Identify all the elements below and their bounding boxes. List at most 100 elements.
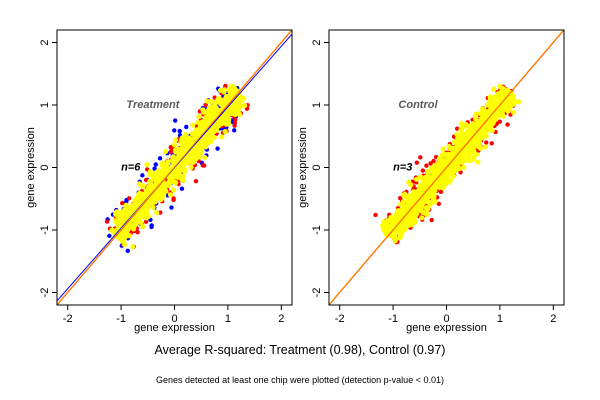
data-point-yellow (388, 214, 394, 220)
data-point-yellow (405, 222, 411, 229)
data-point-yellow (146, 187, 152, 193)
data-point-yellow (484, 127, 490, 134)
data-point-yellow (206, 111, 212, 117)
data-point-red (126, 196, 132, 201)
data-point-yellow (221, 87, 228, 93)
data-point-yellow (237, 111, 243, 118)
data-point-yellow (424, 211, 430, 218)
data-point-yellow (170, 154, 176, 160)
data-point-yellow (400, 205, 406, 212)
y-tick-label: 0 (311, 164, 323, 170)
data-point-red (414, 160, 420, 165)
data-point-yellow (393, 211, 399, 217)
data-point-yellow (419, 215, 425, 221)
data-point-yellow (134, 218, 140, 224)
data-point-yellow (144, 161, 150, 168)
x-tick-label: 1 (225, 313, 231, 325)
data-point-yellow (408, 182, 414, 188)
data-point-yellow (222, 129, 228, 135)
data-point-yellow (449, 172, 455, 178)
data-point-yellow (510, 109, 516, 115)
data-point-yellow (418, 174, 424, 180)
data-point-yellow (204, 98, 210, 104)
x-tick-label: -2 (335, 313, 345, 325)
data-point-yellow (440, 146, 446, 152)
data-point-red (143, 177, 149, 183)
data-point-yellow (467, 157, 473, 164)
data-point-yellow (125, 233, 131, 239)
data-point-red (489, 141, 494, 146)
data-point-yellow (457, 142, 464, 148)
y-tick-label: 1 (311, 102, 323, 108)
data-point-yellow (223, 94, 229, 101)
data-point-yellow (427, 202, 433, 208)
data-point-yellow (188, 164, 194, 171)
data-layer (329, 30, 564, 305)
y-tick-label: -1 (311, 225, 323, 235)
data-point-yellow (208, 98, 214, 105)
data-point-yellow (196, 130, 202, 136)
data-point-yellow (124, 212, 130, 219)
x-axis-label: gene expression (134, 322, 215, 334)
data-point-red (232, 120, 238, 126)
data-point-yellow (207, 128, 214, 134)
data-point-yellow (128, 222, 134, 228)
data-point-yellow (457, 154, 463, 160)
data-point-blue (157, 156, 163, 161)
data-point-yellow (140, 224, 146, 230)
data-point-yellow (137, 190, 143, 196)
data-point-yellow (389, 232, 395, 238)
sample-count-label: n=6 (121, 162, 141, 174)
data-point-yellow (197, 154, 203, 160)
data-point-red (438, 189, 444, 195)
y-tick-label: 2 (39, 39, 51, 45)
data-point-yellow (213, 106, 219, 112)
data-point-yellow (468, 140, 474, 146)
data-point-yellow (468, 148, 474, 154)
data-point-red (120, 200, 125, 206)
x-tick-label: 0 (443, 313, 449, 325)
data-point-yellow (172, 179, 178, 186)
control-panel: -2 -1 0 1 2 -2 -1 0 1 2 gene expression gene expres… (297, 29, 565, 334)
data-point-yellow (227, 105, 233, 111)
data-point-yellow (159, 173, 165, 180)
data-point-yellow (385, 223, 391, 230)
data-point-yellow (464, 129, 470, 136)
data-point-yellow (480, 128, 486, 134)
data-point-yellow (471, 122, 478, 128)
data-point-yellow (466, 124, 472, 130)
data-point-blue (177, 128, 182, 134)
data-point-red (223, 83, 228, 89)
data-point-yellow (425, 169, 431, 175)
data-point-red (203, 102, 208, 108)
data-point-yellow (400, 199, 406, 205)
x-axis-label: gene expression (406, 322, 487, 334)
data-point-yellow (483, 133, 489, 139)
data-point-blue (125, 248, 130, 254)
data-point-yellow (503, 90, 509, 96)
data-point-yellow (482, 144, 488, 150)
data-point-red (171, 197, 176, 203)
data-point-yellow (395, 227, 401, 234)
data-point-yellow (490, 104, 497, 110)
data-point-yellow (510, 101, 516, 107)
data-point-yellow (398, 231, 404, 237)
data-point-yellow (167, 192, 174, 198)
data-point-blue (149, 223, 154, 228)
data-point-yellow (393, 216, 400, 222)
data-point-yellow (389, 219, 395, 225)
reference-line-1 (329, 30, 564, 305)
data-point-yellow (407, 218, 413, 224)
data-point-yellow (162, 148, 169, 155)
data-point-red (193, 178, 199, 184)
data-point-yellow (402, 191, 408, 197)
data-point-yellow (428, 165, 434, 172)
data-point-yellow (154, 180, 160, 186)
data-point-yellow (241, 102, 248, 109)
data-point-yellow (149, 182, 155, 188)
x-tick-label: 2 (550, 313, 556, 325)
data-point-yellow (397, 212, 403, 218)
data-point-blue (153, 162, 158, 167)
data-point-yellow (446, 177, 452, 183)
